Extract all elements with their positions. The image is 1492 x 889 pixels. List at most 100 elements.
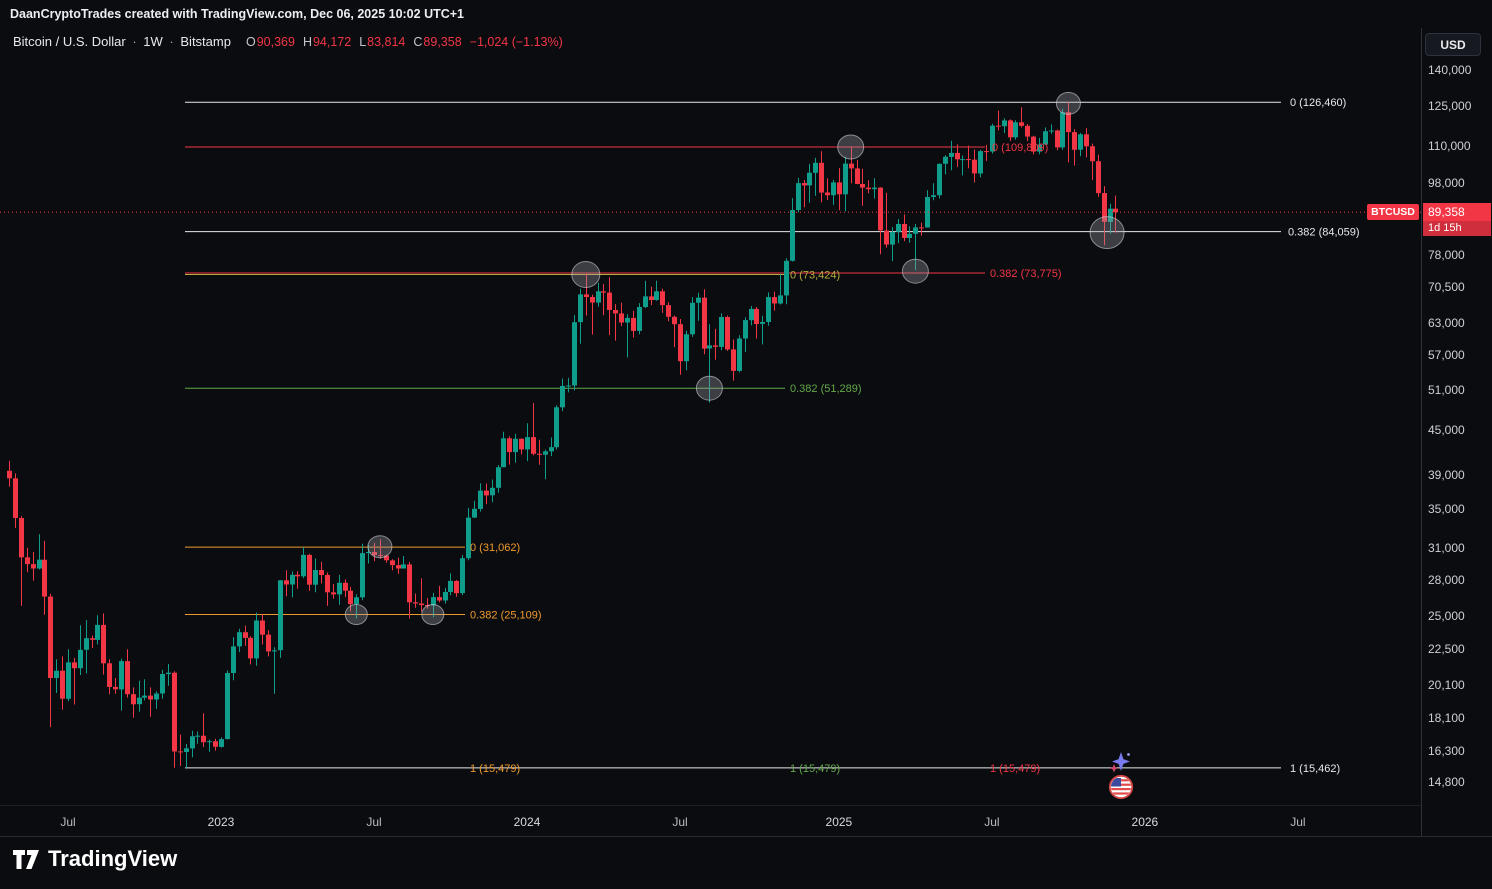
candle [913, 224, 918, 271]
candle [31, 551, 36, 581]
candle [1072, 129, 1077, 166]
attribution-bar: DaanCryptoTrades created with TradingVie… [0, 0, 1492, 28]
price-tick: 25,000 [1428, 608, 1465, 623]
candle [807, 163, 812, 203]
candle [684, 330, 689, 371]
candle [95, 615, 100, 645]
candle [278, 580, 283, 658]
exchange-label: Bitstamp [180, 34, 231, 49]
time-tick: 2025 [825, 815, 853, 829]
annotation-circle[interactable] [1089, 216, 1125, 250]
candle [472, 500, 477, 518]
annotation-circle[interactable] [695, 375, 723, 401]
candle [201, 713, 206, 747]
candle [207, 739, 212, 752]
candle [819, 151, 824, 203]
price-tick: 63,000 [1428, 316, 1465, 331]
candle [190, 730, 195, 758]
price-tick: 16,300 [1428, 744, 1465, 759]
bar-countdown-badge: 1d 15h [1423, 221, 1491, 237]
candle [84, 620, 89, 674]
last-price-badge: 89,358 [1423, 203, 1491, 222]
candle [160, 669, 165, 699]
symbol-name: Bitcoin / U.S. Dollar [13, 34, 126, 49]
time-tick: 2026 [1131, 815, 1159, 829]
candle [1084, 128, 1089, 158]
price-tick: 78,000 [1428, 248, 1465, 263]
price-tick: 28,000 [1428, 572, 1465, 587]
candle [696, 292, 701, 321]
candle [1066, 102, 1071, 163]
chart-area[interactable]: 0 (126,460) 0 (109,809) 0.382 (84,059) 0 (7… [0, 28, 1421, 805]
candle [331, 584, 336, 599]
currency-usd-button[interactable]: USD [1425, 33, 1481, 56]
time-tick: Jul [672, 815, 688, 829]
symbol-title[interactable]: Bitcoin / U.S. Dollar · 1W · Bitstamp [13, 34, 234, 49]
candle [790, 198, 795, 262]
annotation-circle[interactable] [367, 535, 393, 559]
candle [754, 307, 759, 339]
annotation-circle[interactable] [1055, 91, 1081, 115]
candle [490, 479, 495, 503]
candle [1090, 143, 1095, 181]
candle [1008, 119, 1013, 141]
candle [1096, 154, 1101, 197]
candle [678, 319, 683, 375]
candle [260, 614, 265, 645]
sparkle-event-icon[interactable] [1107, 749, 1133, 775]
annotation-circle[interactable] [901, 258, 929, 284]
fib-labels-layer: 0 (126,460) 0 (109,809) 0.382 (84,059) 0 (7… [470, 97, 1360, 775]
annotation-circle[interactable] [421, 604, 445, 625]
candle [466, 507, 471, 561]
candle [660, 288, 665, 313]
candle [119, 658, 124, 711]
candle [749, 306, 754, 326]
candle [743, 317, 748, 352]
candle [554, 405, 559, 450]
candle [366, 544, 371, 564]
fib-lines-layer[interactable] [185, 101, 1281, 769]
us-flag-event-icon[interactable] [1108, 774, 1134, 800]
fib-level-label: 0 (126,460) [1290, 97, 1346, 109]
candle [1108, 203, 1113, 234]
candle [543, 449, 548, 480]
annotation-circle[interactable] [344, 604, 368, 625]
candle [448, 573, 453, 596]
candle [643, 280, 648, 308]
high-value: H94,172 [302, 35, 352, 49]
tradingview-logo[interactable]: TradingView [12, 846, 177, 872]
candle [148, 687, 153, 717]
candle [802, 180, 807, 208]
candle [131, 687, 136, 718]
candle [478, 483, 483, 512]
fib-level-label: 0.382 (84,059) [1288, 227, 1360, 239]
candle [537, 439, 542, 465]
low-value: L83,814 [359, 35, 406, 49]
candle [725, 315, 730, 351]
open-value: O90,369 [245, 35, 295, 49]
candle [966, 145, 971, 169]
time-axis[interactable]: Jul 2023 Jul 2024 Jul 2025 Jul 2026 Jul [0, 805, 1421, 837]
candle [219, 737, 224, 748]
candle [378, 539, 383, 559]
candle [855, 159, 860, 185]
candle [60, 656, 65, 710]
candle [937, 163, 942, 199]
fib-level-label: 1 (15,479) [990, 763, 1040, 775]
annotation-circle[interactable] [571, 261, 601, 288]
separator-dot: · [169, 34, 174, 49]
candle [1113, 195, 1118, 233]
price-chart[interactable]: 0 (126,460) 0 (109,809) 0.382 (84,059) 0 (7… [0, 28, 1421, 805]
fib-level-label: 0.382 (73,775) [990, 268, 1062, 280]
candle [955, 144, 960, 167]
price-tick: 125,000 [1428, 98, 1472, 113]
candle [166, 664, 171, 686]
candle [925, 190, 930, 228]
fib-level-label: 0 (31,062) [470, 542, 520, 554]
candle [301, 547, 306, 579]
price-axis[interactable]: 140,000 125,000 110,000 98,000 78,000 70,500 6… [1421, 28, 1492, 836]
annotation-circles-layer[interactable] [344, 91, 1125, 625]
time-tick: 2023 [207, 815, 235, 829]
candle [631, 310, 636, 338]
annotation-circle[interactable] [837, 134, 865, 160]
